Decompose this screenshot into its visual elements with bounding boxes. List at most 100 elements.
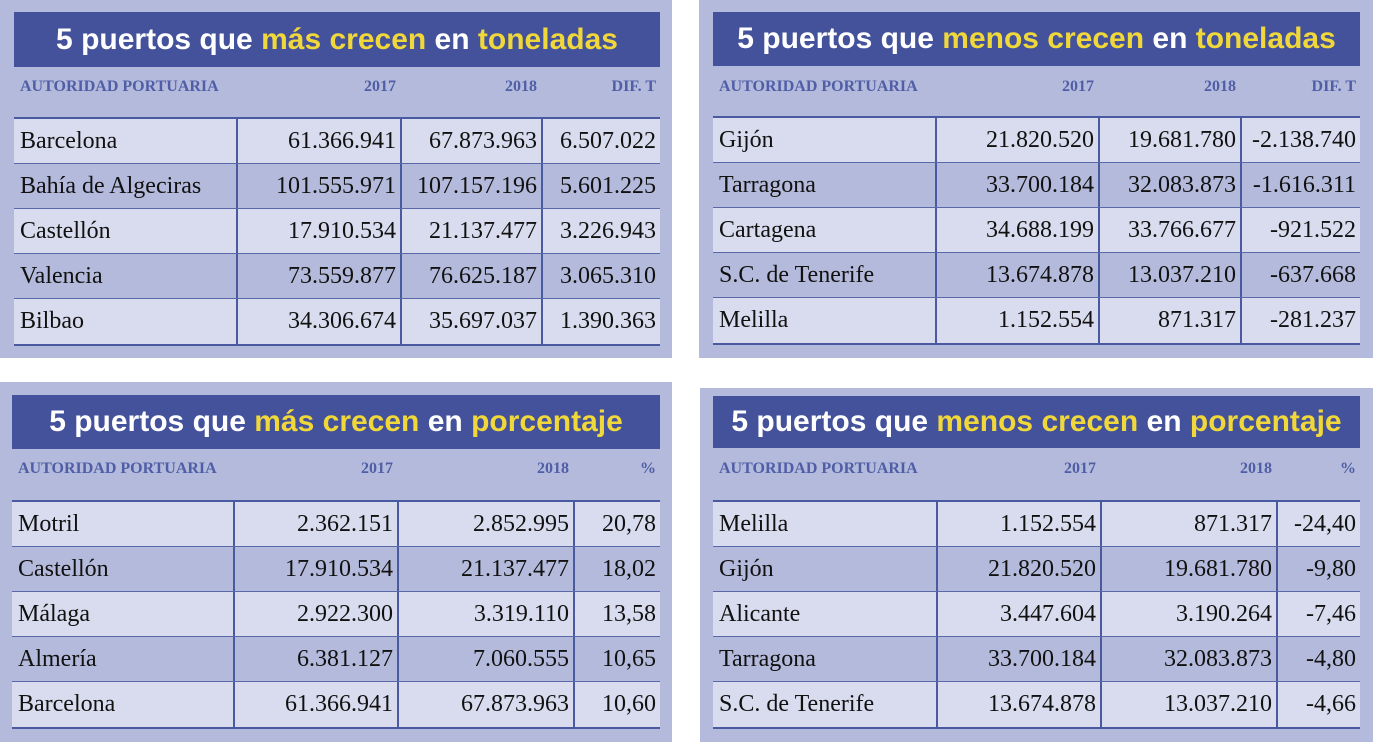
- table-panel: 5 puertos que menos crecen en porcentaje…: [700, 388, 1373, 742]
- value-cell: 61.366.941: [236, 119, 400, 163]
- value-cell: 10,65: [573, 637, 660, 681]
- value-cell: 67.873.963: [397, 682, 573, 727]
- table-row: Motril 2.362.151 2.852.995 20,78: [12, 502, 660, 547]
- port-name: Cartagena: [719, 216, 817, 243]
- value-cell: 3.190.264: [1100, 592, 1276, 636]
- table-row: Tarragona 33.700.184 32.083.873 -1.616.311: [713, 163, 1360, 208]
- table-row: Castellón 17.910.534 21.137.477 3.226.943: [14, 209, 660, 254]
- title-text: 5 puertos que: [731, 405, 937, 438]
- value-cell: 1.390.363: [541, 299, 660, 344]
- title-highlight: menos crecen: [936, 405, 1139, 438]
- table-row: Gijón 21.820.520 19.681.780 -9,80: [713, 547, 1360, 592]
- table-row: Barcelona 61.366.941 67.873.963 10,60: [12, 682, 660, 727]
- value-cell: 33.766.677: [1098, 208, 1240, 252]
- port-name: Gijón: [719, 126, 774, 153]
- table-row: S.C. de Tenerife 13.674.878 13.037.210 -637…: [713, 253, 1360, 298]
- column-header: 2017: [364, 78, 396, 95]
- port-name: Alicante: [719, 600, 801, 627]
- title-text: en: [419, 405, 472, 438]
- value-cell: 61.366.941: [233, 682, 397, 727]
- value-cell: -2.138.740: [1240, 118, 1360, 162]
- column-header: 2018: [1240, 460, 1272, 477]
- port-name: Castellón: [20, 217, 111, 244]
- port-name: Valencia: [20, 262, 103, 289]
- port-name: S.C. de Tenerife: [719, 691, 875, 717]
- column-header: %: [640, 460, 656, 477]
- value-cell: 101.555.971: [236, 164, 400, 208]
- table-row: Tarragona 33.700.184 32.083.873 -4,80: [713, 637, 1360, 682]
- value-cell: 21.820.520: [936, 547, 1100, 591]
- table-row: Cartagena 34.688.199 33.766.677 -921.522: [713, 208, 1360, 253]
- value-cell: 871.317: [1098, 298, 1240, 343]
- title-text: 5 puertos que: [737, 22, 943, 55]
- panel-title: 5 puertos que más crecen en porcentaje: [12, 395, 660, 449]
- value-cell: -921.522: [1240, 208, 1360, 252]
- value-cell: 3.319.110: [397, 592, 573, 636]
- port-name: Melilla: [719, 307, 789, 333]
- value-cell: 34.688.199: [935, 208, 1098, 252]
- value-cell: 2.852.995: [397, 502, 573, 546]
- value-cell: 21.137.477: [397, 547, 573, 591]
- panel-title: 5 puertos que menos crecen en toneladas: [713, 12, 1360, 66]
- column-header: 2018: [505, 78, 537, 95]
- value-cell: 17.910.534: [233, 547, 397, 591]
- value-cell: -7,46: [1276, 592, 1360, 636]
- column-header: AUTORIDAD PORTUARIA: [18, 460, 217, 477]
- data-table: Barcelona 61.366.941 67.873.963 6.507.022 Ba…: [14, 117, 660, 346]
- value-cell: 6.507.022: [541, 119, 660, 163]
- value-cell: 73.559.877: [236, 254, 400, 298]
- panel-title: 5 puertos que más crecen en toneladas: [14, 12, 660, 67]
- data-table: Motril 2.362.151 2.852.995 20,78 Castellón 17…: [12, 500, 660, 729]
- title-text: en: [1144, 22, 1196, 55]
- value-cell: 19.681.780: [1100, 547, 1276, 591]
- column-headers: AUTORIDAD PORTUARIA 2017 2018 DIF. T: [713, 78, 1360, 96]
- title-highlight: porcentaje: [1189, 405, 1342, 438]
- table-panel: 5 puertos que menos crecen en toneladas A…: [699, 0, 1373, 358]
- port-name: Gijón: [719, 555, 774, 582]
- value-cell: 1.152.554: [935, 298, 1098, 343]
- table-row: Valencia 73.559.877 76.625.187 3.065.310: [14, 254, 660, 299]
- column-headers: AUTORIDAD PORTUARIA 2017 2018%: [12, 460, 660, 478]
- port-name: Almería: [18, 645, 97, 672]
- value-cell: 34.306.674: [236, 299, 400, 344]
- value-cell: -281.237: [1240, 298, 1360, 343]
- port-name: Bahía de Algeciras: [20, 172, 202, 199]
- column-header: 2018: [537, 460, 569, 477]
- value-cell: 33.700.184: [936, 637, 1100, 681]
- panel-title: 5 puertos que menos crecen en porcentaje: [713, 396, 1360, 448]
- value-cell: 7.060.555: [397, 637, 573, 681]
- column-headers: AUTORIDAD PORTUARIA 2017 2018 DIF. T: [14, 78, 660, 96]
- column-header: %: [1340, 460, 1356, 477]
- title-text: 5 puertos que: [56, 22, 262, 56]
- title-text: en: [1138, 405, 1190, 438]
- value-cell: 107.157.196: [400, 164, 541, 208]
- table-row: S.C. de Tenerife 13.674.878 13.037.210 -4,6…: [713, 682, 1360, 727]
- port-name: Motril: [18, 510, 80, 537]
- title-highlight: más crecen: [254, 405, 420, 438]
- value-cell: -637.668: [1240, 253, 1360, 297]
- value-cell: 3.065.310: [541, 254, 660, 298]
- title-text: 5 puertos que: [49, 405, 255, 438]
- value-cell: 2.922.300: [233, 592, 397, 636]
- value-cell: 6.381.127: [233, 637, 397, 681]
- value-cell: 13.037.210: [1098, 253, 1240, 297]
- value-cell: 5.601.225: [541, 164, 660, 208]
- table-row: Melilla 1.152.554 871.317 -24,40: [713, 502, 1360, 547]
- title-highlight: porcentaje: [471, 405, 623, 438]
- table-panel: 5 puertos que más crecen en toneladas AUT…: [0, 0, 672, 358]
- port-name: Barcelona: [18, 691, 116, 717]
- column-headers: AUTORIDAD PORTUARIA 2017 2018%: [713, 460, 1360, 478]
- table-row: Melilla 1.152.554 871.317 -281.237: [713, 298, 1360, 343]
- column-header: 2017: [1064, 460, 1096, 477]
- value-cell: -9,80: [1276, 547, 1360, 591]
- column-header: AUTORIDAD PORTUARIA: [20, 78, 219, 95]
- port-name: S.C. de Tenerife: [719, 261, 875, 288]
- value-cell: 19.681.780: [1098, 118, 1240, 162]
- value-cell: 21.820.520: [935, 118, 1098, 162]
- title-highlight: toneladas: [1195, 22, 1336, 55]
- table-row: Gijón 21.820.520 19.681.780 -2.138.740: [713, 118, 1360, 163]
- value-cell: 76.625.187: [400, 254, 541, 298]
- value-cell: 13.037.210: [1100, 682, 1276, 727]
- value-cell: 10,60: [573, 682, 660, 727]
- value-cell: 33.700.184: [935, 163, 1098, 207]
